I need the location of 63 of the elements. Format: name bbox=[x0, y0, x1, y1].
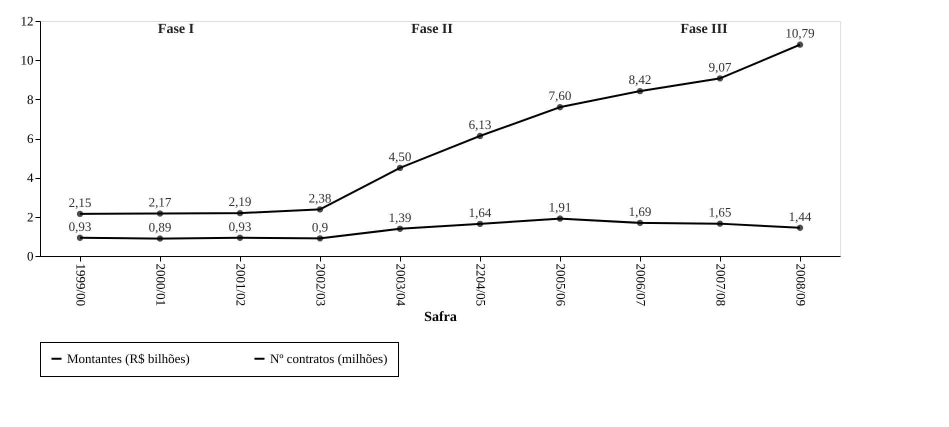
point bbox=[236, 210, 244, 216]
x-tick-label: 2001/02 bbox=[234, 264, 248, 306]
x-axis-title: Safra bbox=[424, 310, 457, 326]
data-label: 6,13 bbox=[468, 116, 492, 132]
y-tick-label: 4 bbox=[27, 170, 34, 186]
point bbox=[396, 164, 404, 172]
data-label: 9,07 bbox=[708, 59, 732, 74]
point bbox=[316, 235, 324, 242]
data-label: 10,79 bbox=[785, 26, 815, 41]
point bbox=[716, 75, 724, 82]
x-tick-label: 2007/08 bbox=[714, 264, 728, 306]
y-tick-label: 0 bbox=[27, 248, 34, 264]
point bbox=[476, 132, 484, 140]
data-label: 2,15 bbox=[68, 194, 92, 210]
point bbox=[636, 88, 644, 94]
point bbox=[76, 234, 84, 241]
point bbox=[636, 220, 644, 226]
data-label: 1,69 bbox=[628, 204, 652, 219]
data-label: 1,65 bbox=[708, 204, 732, 220]
data-label: 0,93 bbox=[228, 218, 252, 234]
x-tick-label: 2008/09 bbox=[794, 264, 808, 306]
legend-label: Nº contratos (milhões) bbox=[270, 350, 388, 366]
point bbox=[796, 224, 804, 231]
x-tick-label: 2006/07 bbox=[634, 264, 648, 307]
data-label: 0,89 bbox=[148, 220, 172, 235]
x-tick-label: 2204/05 bbox=[474, 264, 488, 306]
annotation: Fase I bbox=[158, 22, 194, 37]
point bbox=[156, 235, 164, 242]
point bbox=[156, 210, 164, 217]
point bbox=[716, 220, 724, 227]
point bbox=[316, 206, 324, 213]
annotation: Fase III bbox=[680, 22, 728, 37]
x-tick-label: 2003/04 bbox=[394, 264, 408, 307]
annotation: Fase II bbox=[411, 22, 453, 37]
data-label: 8,42 bbox=[628, 72, 652, 88]
point bbox=[796, 42, 804, 48]
point bbox=[556, 104, 564, 110]
x-tick-label: 1999/00 bbox=[74, 264, 88, 306]
data-label: 7,60 bbox=[548, 88, 572, 104]
point bbox=[476, 220, 484, 228]
y-tick-label: 6 bbox=[27, 131, 34, 146]
point bbox=[236, 234, 244, 241]
y-tick-label: 10 bbox=[20, 52, 34, 68]
x-tick-label: 2000/01 bbox=[154, 264, 168, 306]
data-label: 1,64 bbox=[468, 204, 492, 220]
y-tick-label: 12 bbox=[20, 14, 34, 28]
data-label: 1,44 bbox=[788, 208, 812, 224]
y-tick-label: 8 bbox=[27, 92, 34, 107]
data-label: 0,93 bbox=[68, 218, 92, 234]
x-tick-label: 2005/06 bbox=[554, 264, 568, 307]
point bbox=[76, 210, 84, 218]
y-tick-label: 2 bbox=[27, 209, 34, 224]
data-label: 1,39 bbox=[388, 210, 412, 225]
point bbox=[556, 215, 564, 222]
data-label: 2,17 bbox=[148, 194, 172, 210]
point bbox=[396, 226, 404, 232]
data-label: 1,91 bbox=[548, 200, 572, 215]
legend-label: Montantes (R$ bilhões) bbox=[67, 350, 190, 366]
data-label: 4,50 bbox=[388, 148, 412, 164]
data-label: 2,19 bbox=[228, 194, 252, 210]
x-tick-label: 2002/03 bbox=[314, 264, 328, 306]
data-label: 0,9 bbox=[312, 219, 328, 234]
data-label: 2,38 bbox=[308, 190, 332, 206]
